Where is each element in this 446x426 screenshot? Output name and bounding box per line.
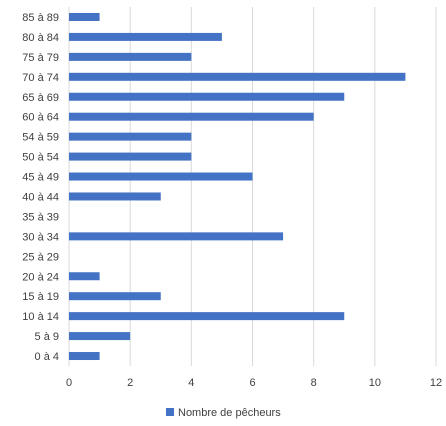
category-label: 45 à 49 [22,172,59,184]
x-tick-label: 2 [127,377,133,389]
category-label: 65 à 69 [22,92,59,104]
legend: Nombre de pêcheurs [166,407,281,419]
category-label: 0 à 4 [35,351,59,363]
bar [69,32,222,41]
x-tick-label: 12 [430,377,442,389]
bar [69,52,192,61]
category-label: 35 à 39 [22,211,59,223]
x-tick-label: 4 [188,377,194,389]
category-label: 25 à 29 [22,251,59,263]
category-label: 70 à 74 [22,72,59,84]
category-label: 50 à 54 [22,152,59,164]
category-label: 60 à 64 [22,112,59,124]
legend-swatch [166,408,174,416]
bar [69,272,100,281]
bar [69,72,406,81]
bar [69,332,131,341]
bar [69,352,100,361]
category-label: 10 à 14 [22,311,59,323]
x-tick-labels: 0 2 4 6 8 10 12 [66,377,442,389]
category-label: 54 à 59 [22,132,59,144]
category-label: 40 à 44 [22,191,59,203]
bars [69,12,406,361]
x-tick-label: 10 [369,377,381,389]
x-tick-label: 8 [311,377,317,389]
category-label: 20 à 24 [22,271,59,283]
category-label: 85 à 89 [22,12,59,24]
category-label: 80 à 84 [22,32,59,44]
bar [69,192,161,201]
bar [69,132,192,141]
bar [69,112,314,121]
category-label: 30 à 34 [22,231,59,243]
category-label: 5 à 9 [35,331,59,343]
category-label: 15 à 19 [22,291,59,303]
bar [69,232,284,241]
bar [69,292,161,301]
bar [69,152,192,161]
bar [69,92,345,101]
bar [69,12,100,21]
legend-label: Nombre de pêcheurs [178,407,281,419]
category-label: 75 à 79 [22,52,59,64]
gridlines [68,7,437,366]
x-tick-label: 0 [66,377,72,389]
category-labels: 0 à 4 5 à 9 10 à 14 15 à 19 20 à 24 25 à 29 30… [22,12,59,363]
bar [69,312,345,321]
x-tick-label: 6 [249,377,255,389]
bar [69,172,253,181]
